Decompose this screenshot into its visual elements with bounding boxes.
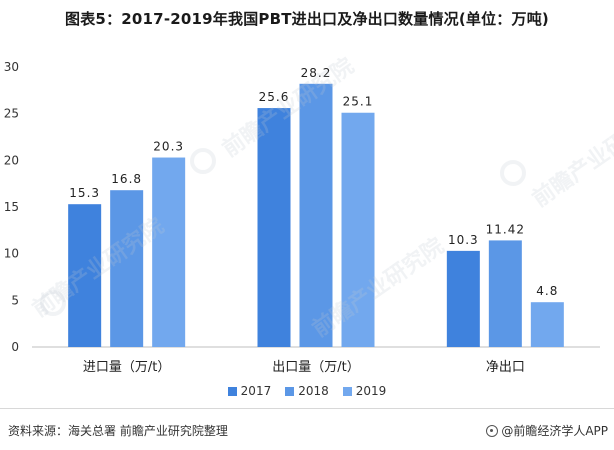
legend-item: 2017	[227, 384, 272, 398]
data-label: 25.1	[343, 95, 374, 109]
legend-label: 2019	[355, 384, 387, 398]
legend-label: 2017	[240, 384, 272, 398]
y-tick-label: 15	[4, 200, 19, 214]
legend-label: 2018	[298, 384, 329, 398]
data-label: 25.6	[259, 90, 290, 104]
x-tick-label: 出口量（万/t）	[272, 360, 359, 375]
data-label: 20.3	[153, 140, 184, 154]
source-note: 资料来源：海关总署 前瞻产业研究院整理	[8, 424, 228, 438]
data-label: 10.3	[448, 233, 479, 247]
y-tick-label: 5	[11, 293, 19, 307]
x-tick-label: 净出口	[486, 360, 525, 375]
y-tick-label: 30	[4, 60, 19, 74]
bars	[68, 83, 564, 348]
brand-icon	[486, 425, 499, 437]
bar	[152, 157, 186, 347]
y-tick-label: 10	[4, 247, 19, 261]
bar	[341, 112, 375, 347]
data-label: 28.2	[301, 66, 332, 80]
bar	[530, 302, 564, 347]
chart-title: 图表5：2017-2019年我国PBT进出口及净出口数量情况(单位：万吨)	[65, 10, 549, 28]
data-label: 11.42	[486, 222, 525, 236]
legend-swatch	[342, 387, 352, 396]
legend-item: 2019	[342, 384, 387, 398]
bar	[110, 190, 144, 347]
legend-item: 2018	[285, 384, 329, 398]
bar	[488, 240, 522, 347]
chart-legend: 2017 2018 2019	[0, 384, 614, 398]
legend-swatch	[285, 387, 295, 396]
data-label: 16.8	[111, 172, 142, 186]
x-axis: 进口量（万/t） 出口量（万/t） 净出口	[32, 346, 600, 375]
bar-chart: 0 5 10 15 20 25 30 进口量（万/t） 出口量（万/t） 净出口 15.3 25.…	[4, 60, 600, 375]
data-label: 4.8	[536, 284, 558, 298]
bar	[299, 83, 333, 348]
data-label: 15.3	[69, 186, 100, 200]
bar	[257, 108, 291, 347]
brand-credit: @前瞻经济学人APP	[486, 422, 608, 439]
y-tick-label: 0	[11, 340, 19, 354]
y-axis: 0 5 10 15 20 25 30	[4, 60, 19, 354]
footer-divider	[0, 408, 614, 409]
y-tick-label: 20	[4, 153, 19, 167]
y-tick-label: 25	[4, 107, 19, 121]
bar	[68, 204, 102, 347]
bar	[446, 250, 480, 347]
legend-swatch	[227, 387, 237, 396]
bar-labels: 15.3 25.6 10.3 16.8 28.2 11.42 20.3 25.1 4.8	[69, 66, 558, 298]
brand-credit-text: @前瞻经济学人APP	[501, 424, 608, 438]
x-tick-label: 进口量（万/t）	[83, 360, 170, 375]
